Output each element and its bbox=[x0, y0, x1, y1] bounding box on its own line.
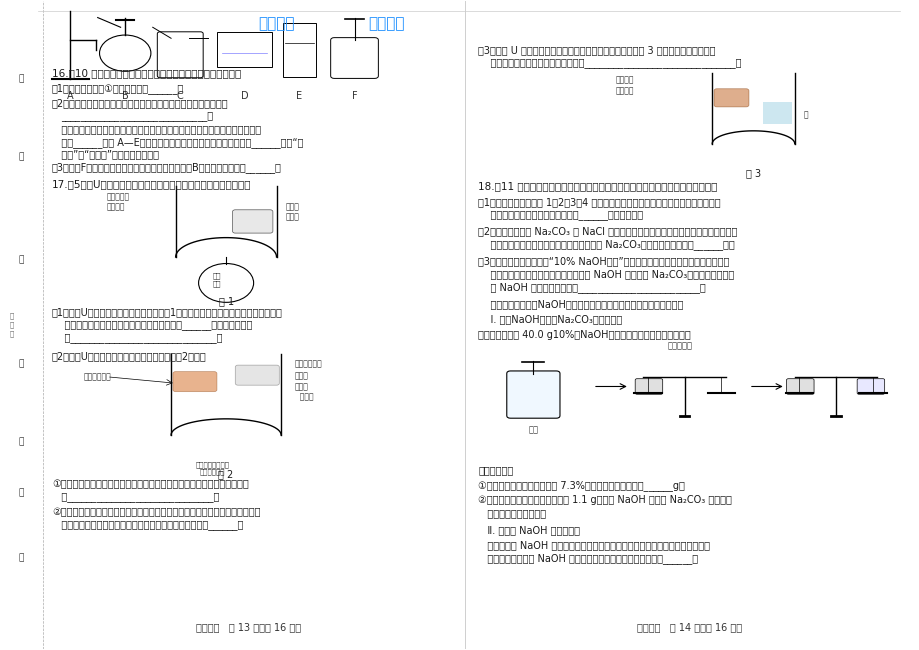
Text: 效: 效 bbox=[19, 554, 24, 562]
Text: （1）图中标有序号①的仪器名称是______。: （1）图中标有序号①的仪器名称是______。 bbox=[51, 84, 184, 94]
Text: （1）借助U形玻璃管探究微粒的性质，如图1所示，打开玻璃瓶盖，观察到湿润的红色: （1）借助U形玻璃管探究微粒的性质，如图1所示，打开玻璃瓶盖，观察到湿润的红色 bbox=[51, 307, 282, 318]
Text: 示 NaOH 溶液变质的原因：_________________________。: 示 NaOH 溶液变质的原因：_________________________… bbox=[478, 281, 705, 292]
Text: 图 1: 图 1 bbox=[219, 296, 233, 306]
Text: 【数据处理】: 【数据处理】 bbox=[478, 465, 513, 475]
Text: （3）小文从柜中取出标有“10% NaOH溶液”的试剂瓶，取少量样品加入试管中，向其: （3）小文从柜中取出标有“10% NaOH溶液”的试剂瓶，取少量样品加入试管中，… bbox=[478, 255, 729, 266]
FancyBboxPatch shape bbox=[506, 371, 560, 418]
Text: 定量稀盐酸: 定量稀盐酸 bbox=[667, 341, 692, 350]
Text: 体积分数约为五分之一的实验现象是_______________________________。: 体积分数约为五分之一的实验现象是________________________… bbox=[478, 58, 741, 68]
Text: Ⅱ. 变质的 NaOH 溶液再利用: Ⅱ. 变质的 NaOH 溶液再利用 bbox=[478, 525, 580, 535]
Text: （3）装置F可以作为制取二氧化碳的发生装置，相比B装置其主要优点是______。: （3）装置F可以作为制取二氧化碳的发生装置，相比B装置其主要优点是______。 bbox=[51, 162, 281, 174]
Text: 水: 水 bbox=[803, 110, 808, 119]
Text: （2）实验室用双氧水和二氧化锤制取氧气，该反应的化学方程式是: （2）实验室用双氧水和二氧化锤制取氧气，该反应的化学方程式是 bbox=[51, 98, 228, 108]
Text: 中滴入稀盐酸，发现产生气泡，判断该 NaOH 溶液中有 Na₂CO₃，用化学方程式表: 中滴入稀盐酸，发现产生气泡，判断该 NaOH 溶液中有 Na₂CO₃，用化学方程… bbox=[478, 268, 733, 279]
Text: 装
订
线: 装 订 线 bbox=[9, 313, 14, 337]
FancyBboxPatch shape bbox=[786, 379, 813, 395]
Text: ______________________________。: ______________________________。 bbox=[61, 111, 213, 121]
FancyBboxPatch shape bbox=[173, 372, 217, 392]
FancyBboxPatch shape bbox=[634, 379, 662, 395]
Text: 欢迎下载: 欢迎下载 bbox=[368, 16, 404, 32]
Text: ②如图中，反应前后天平示数相差 1.1 g，计算 NaOH 溶液中 Na₂CO₃ 的质量分: ②如图中，反应前后天平示数相差 1.1 g，计算 NaOH 溶液中 Na₂CO₃… bbox=[478, 495, 732, 505]
FancyBboxPatch shape bbox=[713, 89, 748, 107]
Text: Ⅰ. 测定NaOH溶液中Na₂CO₃的质量分数: Ⅰ. 测定NaOH溶液中Na₂CO₃的质量分数 bbox=[478, 315, 622, 324]
Text: 湿棉花
稀氨水: 湿棉花 稀氨水 bbox=[286, 202, 300, 222]
Text: 数（写出计算过程）。: 数（写出计算过程）。 bbox=[478, 508, 546, 518]
Text: 姓: 姓 bbox=[19, 256, 24, 265]
FancyBboxPatch shape bbox=[857, 379, 884, 395]
FancyBboxPatch shape bbox=[233, 210, 273, 233]
FancyBboxPatch shape bbox=[762, 101, 791, 124]
Text: （2）小明发现盛放 Na₂CO₃ 与 NaCl 两种溶液的试剂瓶标签脱落，为鉴别两种溶液，分: （2）小明发现盛放 Na₂CO₃ 与 NaCl 两种溶液的试剂瓶标签脱落，为鉴别… bbox=[478, 227, 737, 237]
Text: 干燥剂
（石灰
  石膏）: 干燥剂 （石灰 石膏） bbox=[295, 372, 313, 402]
FancyBboxPatch shape bbox=[235, 365, 279, 385]
Text: 石蕊试纸从左到右先后变蓝，该实验说明分子______，湿棉花的作用: 石蕊试纸从左到右先后变蓝，该实验说明分子______，湿棉花的作用 bbox=[51, 320, 252, 330]
Text: 此: 此 bbox=[19, 152, 24, 161]
Text: 化学试卷   第 13 页（共 16 页）: 化学试卷 第 13 页（共 16 页） bbox=[197, 623, 301, 632]
Text: 底部
装置: 底部 装置 bbox=[212, 272, 221, 287]
Text: 示剂。小明欲使用熟石灰，他需从______号柜中取出。: 示剂。小明欲使用熟石灰，他需从______号柜中取出。 bbox=[478, 211, 642, 220]
Text: 题: 题 bbox=[19, 437, 24, 446]
Text: 实验有不完善之处，请利用原有装置提出具体改进方案：______。: 实验有不完善之处，请利用原有装置提出具体改进方案：______。 bbox=[51, 521, 243, 530]
Text: 是______________________________。: 是______________________________。 bbox=[51, 333, 222, 343]
Text: 名: 名 bbox=[19, 359, 24, 369]
Text: 化学试卷   第 14 页（共 16 页）: 化学试卷 第 14 页（共 16 页） bbox=[636, 623, 741, 632]
Text: 16.（10 分）如图所示为实验室中常见的发生装置与收集装置。: 16.（10 分）如图所示为实验室中常见的发生装置与收集装置。 bbox=[51, 68, 241, 78]
Text: A: A bbox=[67, 91, 74, 101]
Text: 运有盐水
的钗铁棉: 运有盐水 的钗铁棉 bbox=[615, 76, 634, 96]
Text: 18.（11 分）化学兴趣小组的同学们在老师的带领下走进实验室，开展实验活动。: 18.（11 分）化学兴趣小组的同学们在老师的带领下走进实验室，开展实验活动。 bbox=[478, 181, 717, 191]
Text: 潮湿的钗丝棉: 潮湿的钗丝棉 bbox=[84, 372, 111, 382]
Text: 无: 无 bbox=[19, 489, 24, 498]
Text: 浸水果糖时间位置
水中的钗丝棉: 浸水果糖时间位置 水中的钗丝棉 bbox=[195, 461, 229, 475]
Text: 静置，过滤，得到 NaOH 溶液和滤液，充分搅拌的主要目的是______。: 静置，过滤，得到 NaOH 溶液和滤液，充分搅拌的主要目的是______。 bbox=[478, 552, 698, 564]
Text: （2）借助U形玻璃管探究钗铁锈蚀的条件，如图2所示：: （2）借助U形玻璃管探究钗铁锈蚀的条件，如图2所示： bbox=[51, 351, 207, 361]
Text: 别取样于试管中，加入无色酚酮溶液，若为 Na₂CO₃，则观察到溶液变为______色。: 别取样于试管中，加入无色酚酮溶液，若为 Na₂CO₃，则观察到溶液变为_____… bbox=[478, 240, 734, 250]
Text: ①所取用盐酸（溶质质量分数 7.3%）的质量理论上不少于______g。: ①所取用盐酸（溶质质量分数 7.3%）的质量理论上不少于______g。 bbox=[478, 480, 685, 491]
Text: E: E bbox=[296, 91, 302, 101]
Text: C: C bbox=[176, 91, 184, 101]
Text: 小文将剩余 NaOH 溶液倒入烧杯中，加入经计算所需的熟石灰粉末，充分搅拌、: 小文将剩余 NaOH 溶液倒入烧杯中，加入经计算所需的熟石灰粉末，充分搅拌、 bbox=[478, 540, 709, 550]
Text: 精品文档: 精品文档 bbox=[258, 16, 294, 32]
Text: 图 3: 图 3 bbox=[745, 168, 760, 177]
Text: 在: 在 bbox=[19, 75, 24, 84]
Text: 明______________________________，: 明______________________________， bbox=[51, 492, 219, 502]
Text: ②实验结束时，细心的同学发现浸没在凉开水中的钗丝棉也有少量锈蚀，说明本: ②实验结束时，细心的同学发现浸没在凉开水中的钗丝棉也有少量锈蚀，说明本 bbox=[51, 508, 260, 517]
Text: 小文同学对变质的NaOH溶液进行如下一系列实验，实现药品再利用。: 小文同学对变质的NaOH溶液进行如下一系列实验，实现药品再利用。 bbox=[478, 299, 683, 309]
Text: 干燥的钗丝棉: 干燥的钗丝棉 bbox=[295, 359, 323, 369]
Text: 若用此方法收集一瓶氧气用于铁丝燃烧的实验，应选择的发生与收集装置的组: 若用此方法收集一瓶氧气用于铁丝燃烧的实验，应选择的发生与收集装置的组 bbox=[51, 124, 261, 134]
Text: F: F bbox=[351, 91, 357, 101]
Text: （1）实验室依次编号为 1、2、3、4 的药品柜中，分别存放常见的酸、碱、盐和酸碱指: （1）实验室依次编号为 1、2、3、4 的药品柜中，分别存放常见的酸、碱、盐和酸… bbox=[478, 198, 720, 207]
Text: 【实验操作】取 40.0 g10%的NaOH溶液样品进行如图所示的实验。: 【实验操作】取 40.0 g10%的NaOH溶液样品进行如图所示的实验。 bbox=[478, 330, 690, 340]
Text: 滑面”或“磨砂面”）盖住集气瓶口。: 滑面”或“磨砂面”）盖住集气瓶口。 bbox=[51, 150, 159, 160]
Text: （3）借助 U 形玻璃管粗略测定空气中氧气的体积分数。如图 3 所示，得出空气中氧气: （3）借助 U 形玻璃管粗略测定空气中氧气的体积分数。如图 3 所示，得出空气中… bbox=[478, 46, 715, 55]
Text: 合是______（从 A—E中选择，填字母），收集完毕，用玻璃片的______（填“光: 合是______（从 A—E中选择，填字母），收集完毕，用玻璃片的______（… bbox=[51, 136, 303, 148]
Text: D: D bbox=[241, 91, 248, 101]
Text: 17.（5分）U形玻璃管是常见的化学仪器，在实验中有广泛的应用。: 17.（5分）U形玻璃管是常见的化学仪器，在实验中有广泛的应用。 bbox=[51, 179, 251, 189]
Text: B: B bbox=[121, 91, 129, 101]
Text: 图 2: 图 2 bbox=[218, 469, 233, 478]
Text: 湿润的红色
石蕊试纸: 湿润的红色 石蕊试纸 bbox=[107, 192, 130, 212]
Text: ①一段时间后潮湿的钗丝棉有明显锈蚀，干燥的钗丝棉没有锈蚀，此现象说: ①一段时间后潮湿的钗丝棉有明显锈蚀，干燥的钗丝棉没有锈蚀，此现象说 bbox=[51, 479, 248, 489]
Text: 样品: 样品 bbox=[528, 425, 538, 434]
